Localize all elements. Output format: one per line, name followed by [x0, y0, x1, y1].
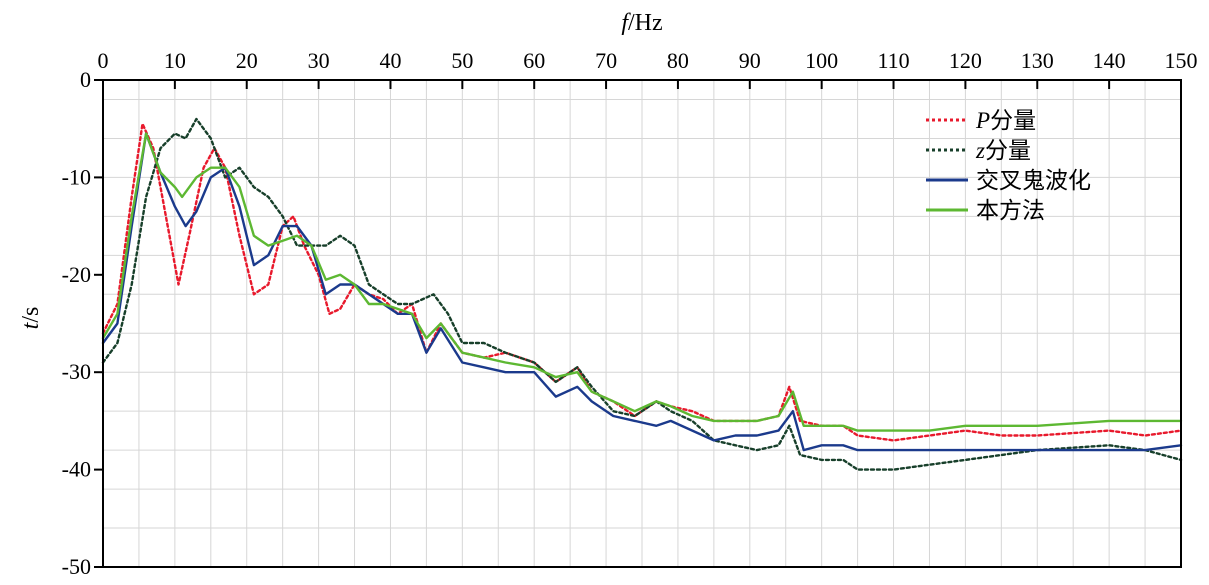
series-line-1	[101, 117, 1183, 471]
x-tick-label: 50	[451, 48, 473, 73]
x-axis-title: f/Hz	[621, 10, 662, 36]
x-tick-label: 150	[1165, 48, 1198, 73]
legend-label-this-method: 本方法	[976, 198, 1045, 223]
legend-label-p-rest: 分量	[990, 108, 1036, 133]
x-tick-label: 30	[308, 48, 330, 73]
x-tick-label: 90	[739, 48, 761, 73]
x-tick-label: 100	[805, 48, 838, 73]
y-tick-label: 0	[80, 67, 91, 92]
y-tick-labels: 0 -10 -20 -30 -40 -50	[62, 67, 91, 579]
legend-label-cross-ghosting: 交叉鬼波化	[976, 168, 1091, 193]
y-tick-label: -30	[62, 359, 91, 384]
y-tick-label: -10	[62, 164, 91, 189]
legend-label-z-rest: 分量	[985, 138, 1031, 163]
y-tick-label: -50	[62, 554, 91, 579]
y-axis-title: t/s	[18, 307, 44, 330]
y-axis-var: t	[18, 321, 44, 329]
series-line-2	[101, 132, 1183, 452]
y-tick-label: -20	[62, 262, 91, 287]
legend: P分量 z分量 交叉鬼波化 本方法	[926, 108, 1091, 223]
series-layer	[101, 117, 1183, 471]
legend-label-z-var: z	[975, 138, 985, 163]
grid-layer	[103, 80, 1181, 567]
x-tick-label: 20	[236, 48, 258, 73]
x-tick-label: 40	[379, 48, 401, 73]
series-line-3	[101, 132, 1183, 432]
legend-label-p-var: P	[975, 108, 990, 133]
legend-label-p: P分量	[975, 108, 1036, 133]
x-tick-label: 120	[949, 48, 982, 73]
x-tick-label: 70	[595, 48, 617, 73]
x-axis-var: f	[621, 10, 631, 36]
y-axis-unit: /s	[18, 307, 44, 323]
x-tick-label: 0	[98, 48, 109, 73]
x-tick-label: 110	[877, 48, 909, 73]
plot-frame	[102, 79, 1182, 568]
axes-layer	[94, 79, 1182, 568]
x-tick-label: 80	[667, 48, 689, 73]
x-tick-label: 60	[523, 48, 545, 73]
x-tick-label: 140	[1093, 48, 1126, 73]
x-tick-label: 10	[164, 48, 186, 73]
x-axis-unit: /Hz	[628, 10, 663, 36]
legend-label-z: z分量	[975, 138, 1031, 163]
y-tick-label: -40	[62, 457, 91, 482]
x-tick-labels: 0 10 20 30 40 50 60 70 80 90 100 110 120 130 140 150	[98, 48, 1198, 73]
x-tick-label: 130	[1021, 48, 1054, 73]
